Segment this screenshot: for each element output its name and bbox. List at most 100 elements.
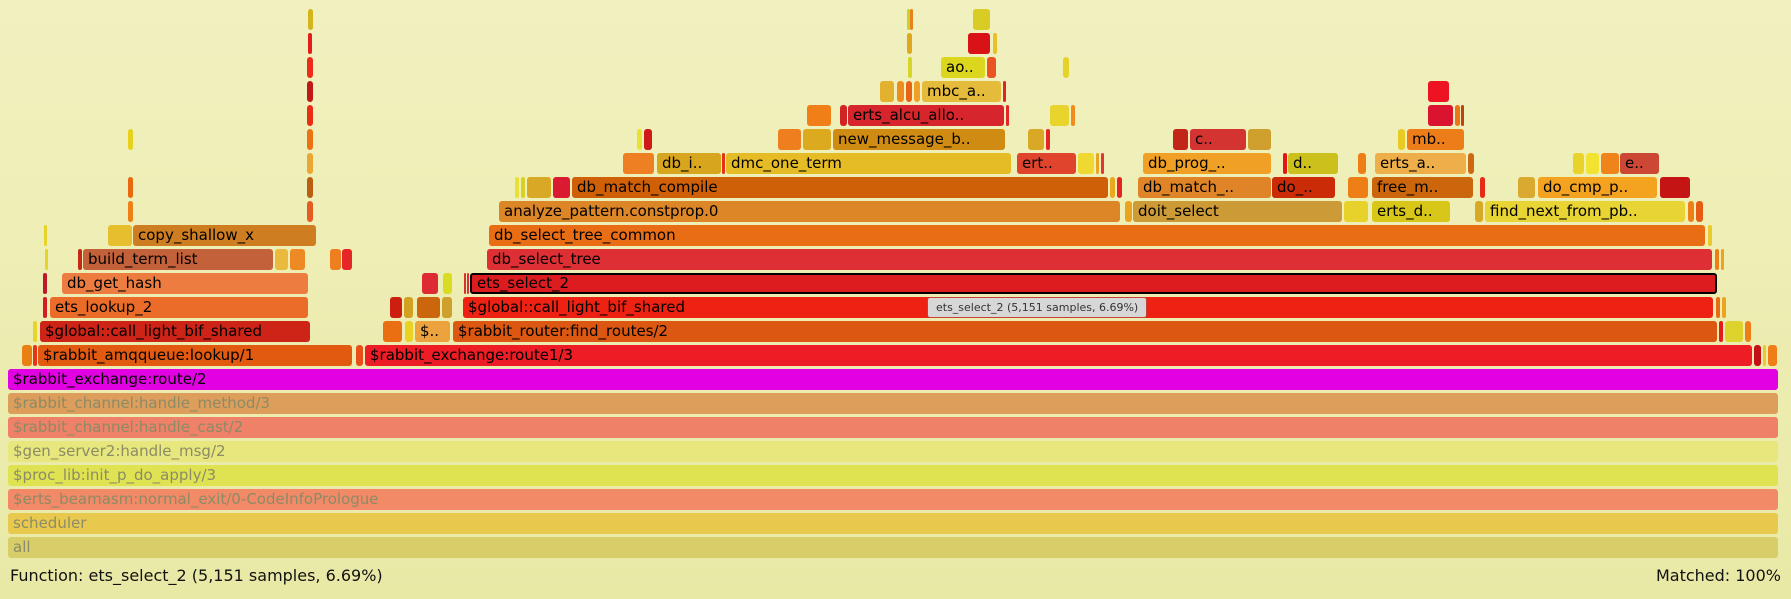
frame[interactable] (1125, 201, 1132, 222)
frame[interactable] (1660, 177, 1690, 198)
frame[interactable] (308, 9, 313, 30)
frame[interactable] (108, 225, 132, 246)
frame[interactable] (1763, 345, 1766, 366)
frame[interactable] (515, 177, 519, 198)
frame[interactable] (1573, 153, 1584, 174)
frame[interactable] (464, 273, 466, 294)
frame[interactable] (290, 249, 305, 270)
frame[interactable] (1721, 249, 1724, 270)
frame[interactable] (383, 321, 402, 342)
frame-c..[interactable]: c.. (1190, 129, 1246, 150)
frame[interactable] (1028, 129, 1044, 150)
frame[interactable] (623, 153, 654, 174)
frame[interactable] (1480, 177, 1485, 198)
frame-db_match_compile[interactable]: db_match_compile (572, 177, 1108, 198)
frame[interactable] (1283, 153, 1287, 174)
frame[interactable] (521, 177, 525, 198)
frame[interactable] (1050, 105, 1069, 126)
frame-do_..[interactable]: do_.. (1272, 177, 1335, 198)
frame[interactable] (1003, 81, 1006, 102)
frame[interactable] (1428, 81, 1449, 102)
frame[interactable] (1716, 297, 1720, 318)
frame[interactable] (1006, 105, 1009, 126)
frame[interactable] (722, 153, 725, 174)
frame-$rabbit_exchange:route/2[interactable]: $rabbit_exchange:route/2 (8, 369, 1778, 390)
frame-db_get_hash[interactable]: db_get_hash (62, 273, 308, 294)
frame[interactable] (907, 33, 912, 54)
frame[interactable] (1696, 201, 1703, 222)
frame[interactable] (880, 81, 894, 102)
frame[interactable] (307, 57, 313, 78)
frame-scheduler[interactable]: scheduler (8, 513, 1778, 534)
frame-copy_shallow_x[interactable]: copy_shallow_x (133, 225, 316, 246)
frame-$gen_server2:handle_msg/2[interactable]: $gen_server2:handle_msg/2 (8, 441, 1778, 462)
frame[interactable] (1725, 321, 1743, 342)
frame[interactable] (307, 81, 313, 102)
frame[interactable] (1248, 129, 1271, 150)
frame-e..[interactable]: e.. (1620, 153, 1659, 174)
frame[interactable] (1688, 201, 1694, 222)
frame[interactable] (442, 297, 452, 318)
frame[interactable] (405, 321, 413, 342)
frame-free_m..[interactable]: free_m.. (1372, 177, 1473, 198)
frame[interactable] (45, 249, 48, 270)
frame[interactable] (44, 225, 47, 246)
frame-all[interactable]: all (8, 537, 1778, 558)
frame-db_select_tree[interactable]: db_select_tree (487, 249, 1712, 270)
frame-ets_lookup_2[interactable]: ets_lookup_2 (50, 297, 308, 318)
frame[interactable] (1475, 201, 1483, 222)
frame[interactable] (1348, 177, 1368, 198)
frame[interactable] (1719, 321, 1723, 342)
frame[interactable] (840, 105, 847, 126)
frame[interactable] (1078, 153, 1094, 174)
frame[interactable] (987, 57, 996, 78)
frame-$rabbit_channel:handle_method/3[interactable]: $rabbit_channel:handle_method/3 (8, 393, 1778, 414)
frame[interactable] (644, 129, 652, 150)
frame[interactable] (1428, 105, 1453, 126)
frame[interactable] (33, 321, 37, 342)
frame[interactable] (308, 33, 312, 54)
frame[interactable] (307, 129, 313, 150)
frame-$global::call_light_bif_shared[interactable]: $global::call_light_bif_shared (40, 321, 310, 342)
frame[interactable] (1071, 105, 1075, 126)
frame[interactable] (356, 345, 363, 366)
frame[interactable] (897, 81, 904, 102)
frame-mbc_a..[interactable]: mbc_a.. (922, 81, 1001, 102)
frame[interactable] (1715, 249, 1719, 270)
frame-doit_select[interactable]: doit_select (1133, 201, 1342, 222)
frame[interactable] (1344, 201, 1368, 222)
frame-db_prog_..[interactable]: db_prog_.. (1143, 153, 1271, 174)
frame[interactable] (1768, 345, 1777, 366)
frame[interactable] (128, 129, 133, 150)
frame-$erts_beamasm:normal_exit/0-CodeInfoPrologue[interactable]: $erts_beamasm:normal_exit/0-CodeInfoProl… (8, 489, 1778, 510)
frame[interactable] (422, 273, 438, 294)
frame-$rabbit_exchange:route1/3[interactable]: $rabbit_exchange:route1/3 (365, 345, 1752, 366)
frame[interactable] (993, 33, 997, 54)
frame[interactable] (330, 249, 341, 270)
frame[interactable] (908, 57, 912, 78)
frame-d..[interactable]: d.. (1288, 153, 1338, 174)
frame[interactable] (637, 129, 642, 150)
frame[interactable] (128, 177, 133, 198)
frame[interactable] (1101, 153, 1104, 174)
frame[interactable] (527, 177, 551, 198)
frame[interactable] (307, 153, 313, 174)
frame[interactable] (43, 297, 47, 318)
frame[interactable] (906, 81, 912, 102)
frame[interactable] (1096, 153, 1099, 174)
frame[interactable] (1358, 153, 1366, 174)
frame[interactable] (914, 81, 920, 102)
frame-$rabbit_channel:handle_cast/2[interactable]: $rabbit_channel:handle_cast/2 (8, 417, 1778, 438)
frame-erts_a..[interactable]: erts_a.. (1375, 153, 1466, 174)
frame[interactable] (807, 105, 831, 126)
frame[interactable] (1518, 177, 1535, 198)
frame[interactable] (803, 129, 831, 150)
frame-$proc_lib:init_p_do_apply/3[interactable]: $proc_lib:init_p_do_apply/3 (8, 465, 1778, 486)
frame[interactable] (1708, 225, 1712, 246)
frame[interactable] (275, 249, 288, 270)
frame[interactable] (553, 177, 570, 198)
frame-$rabbit_amqqueue:lookup/1[interactable]: $rabbit_amqqueue:lookup/1 (38, 345, 352, 366)
frame[interactable] (128, 201, 133, 222)
frame[interactable] (1173, 129, 1188, 150)
frame-$..[interactable]: $.. (415, 321, 450, 342)
